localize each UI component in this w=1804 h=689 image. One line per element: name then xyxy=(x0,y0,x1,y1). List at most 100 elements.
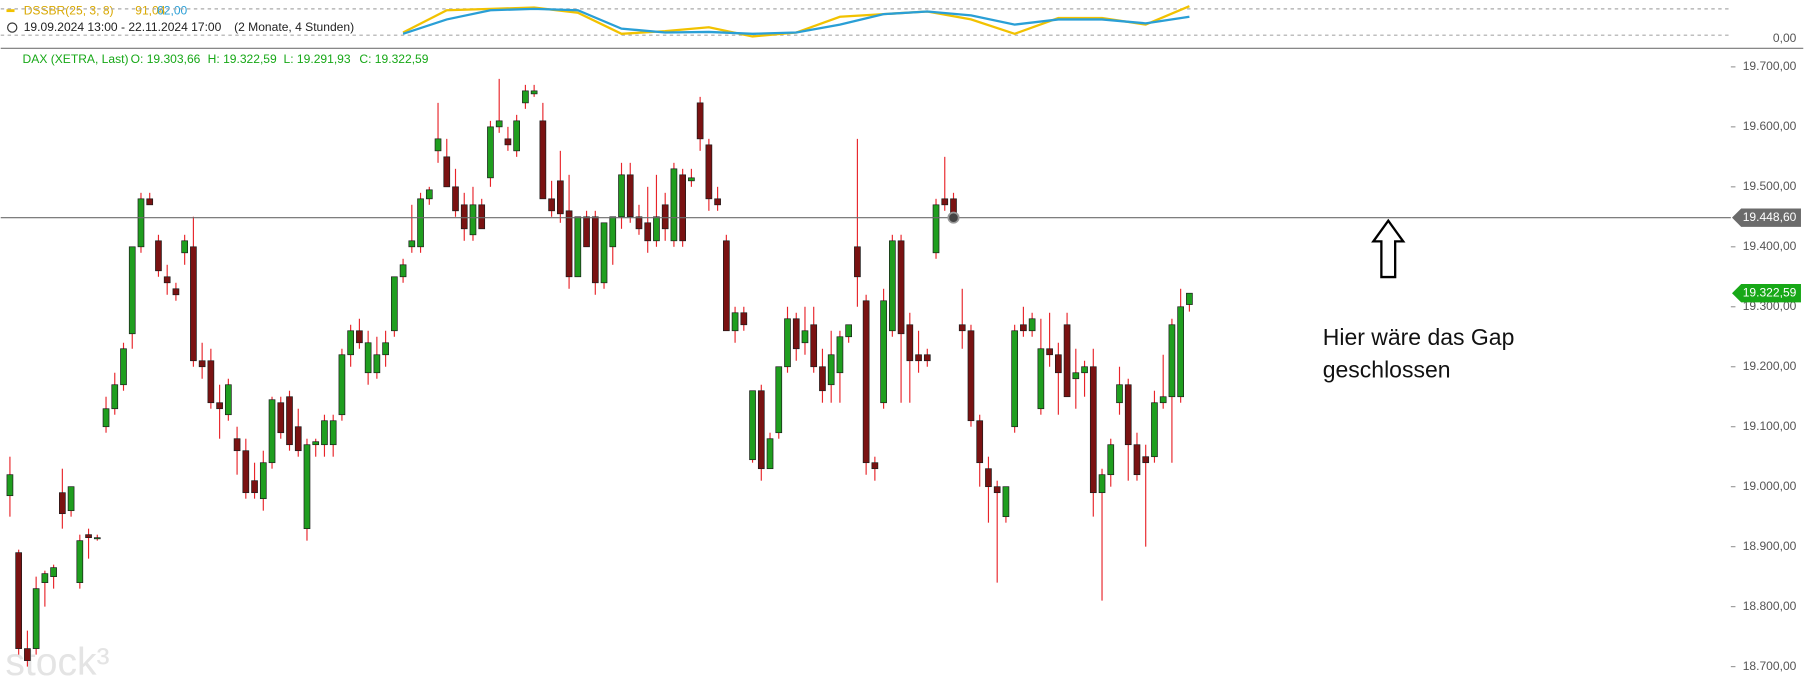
candle-body xyxy=(373,354,381,374)
candle-body xyxy=(67,486,75,512)
candle-body xyxy=(845,324,852,338)
candle-body xyxy=(985,468,992,488)
candle-body xyxy=(731,312,739,332)
candle-body xyxy=(958,324,966,332)
candle-body xyxy=(600,222,608,284)
candle-body xyxy=(749,390,756,461)
candle-body xyxy=(59,492,66,515)
candle-body xyxy=(626,174,634,218)
candle-body xyxy=(740,312,748,326)
candle-body xyxy=(941,198,949,206)
candle-body xyxy=(76,540,84,583)
candle-body xyxy=(609,216,617,248)
candle-body xyxy=(460,204,468,230)
candle-body xyxy=(1116,384,1123,404)
price-label-box xyxy=(1731,208,1801,227)
candle-body xyxy=(495,120,503,128)
candle-body xyxy=(259,462,267,500)
candle-body xyxy=(329,420,337,446)
candle-body xyxy=(417,198,424,248)
candle-body xyxy=(24,648,31,661)
legend-swatch xyxy=(6,9,15,13)
candle-body xyxy=(1002,486,1010,518)
indicator-title: DSSBR(25, 3, 8) xyxy=(24,4,114,18)
candle-body xyxy=(670,168,678,242)
indicator-line xyxy=(402,7,1190,35)
candle-body xyxy=(714,198,721,206)
candle-body xyxy=(775,366,783,434)
price-label-box xyxy=(1731,284,1801,303)
candle-body xyxy=(1177,306,1184,398)
candle-body xyxy=(347,330,354,356)
candle-body xyxy=(836,336,844,374)
candle-body xyxy=(591,216,599,284)
candle-body xyxy=(434,138,442,152)
candle-body xyxy=(216,402,223,410)
candle-body xyxy=(1124,384,1132,446)
candle-body xyxy=(356,330,363,344)
candle-body xyxy=(128,246,136,335)
candle-body xyxy=(50,567,57,577)
arrow-up xyxy=(1371,218,1406,279)
candle-body xyxy=(181,240,188,254)
candle-body xyxy=(1046,348,1053,356)
candle-body xyxy=(1055,354,1062,374)
candle-body xyxy=(172,288,180,296)
candle-body xyxy=(225,384,232,416)
candle-body xyxy=(1107,444,1115,476)
candle-body xyxy=(242,450,250,494)
candle-body xyxy=(565,210,573,278)
candle-body xyxy=(425,189,433,200)
candle-body xyxy=(155,240,162,272)
candle-body xyxy=(688,177,695,182)
candle-body xyxy=(364,342,372,374)
candle-body xyxy=(1142,456,1150,464)
candle-body xyxy=(163,276,171,284)
candle-body xyxy=(705,144,713,200)
candle-body xyxy=(653,216,660,242)
candle-body xyxy=(897,240,905,335)
date-range: 19.09.2024 13:00 - 22.11.2024 17:00 xyxy=(24,20,222,34)
y-tick-label: 18.900,00 xyxy=(1743,539,1797,553)
candle-body xyxy=(522,90,529,104)
candle-body xyxy=(93,537,101,540)
quote-high: H: 19.322,59 xyxy=(208,52,277,66)
candle-body xyxy=(679,174,686,242)
annotation: geschlossen xyxy=(1323,356,1451,382)
date-span: (2 Monate, 4 Stunden) xyxy=(234,20,354,34)
candle-body xyxy=(801,330,809,344)
candle-body xyxy=(967,330,975,422)
candle-body xyxy=(915,354,922,362)
candle-body xyxy=(530,90,538,95)
candle-body xyxy=(1168,324,1176,398)
candle-body xyxy=(906,324,914,362)
candle-body xyxy=(766,438,774,470)
candle-body xyxy=(207,360,215,404)
candle-body xyxy=(644,222,652,242)
candle-body xyxy=(286,396,293,446)
candle-body xyxy=(1081,366,1088,374)
candle-body xyxy=(120,348,127,386)
annotation: Hier wäre das Gap xyxy=(1323,324,1515,350)
candle-body xyxy=(303,444,311,530)
candle-body xyxy=(338,354,346,416)
candle-body xyxy=(1089,366,1097,494)
candle-body xyxy=(635,216,643,230)
candle-body xyxy=(137,198,145,248)
y-tick-label: 19.600,00 xyxy=(1743,119,1797,133)
candle-body xyxy=(583,216,590,248)
candle-body xyxy=(408,240,416,248)
y-tick-label: 19.100,00 xyxy=(1743,419,1797,433)
candle-body xyxy=(548,198,555,212)
candle-body xyxy=(294,426,302,452)
candle-body xyxy=(146,198,154,206)
candle-body xyxy=(993,486,1001,494)
quote-open: O: 19.303,66 xyxy=(131,52,201,66)
candle-body xyxy=(574,216,582,278)
candle-body xyxy=(757,390,765,470)
instrument-title: DAX (XETRA, Last) xyxy=(23,52,129,66)
y-tick-label: 19.000,00 xyxy=(1743,479,1797,493)
candle-body xyxy=(1186,292,1193,305)
candle-body xyxy=(312,441,320,446)
